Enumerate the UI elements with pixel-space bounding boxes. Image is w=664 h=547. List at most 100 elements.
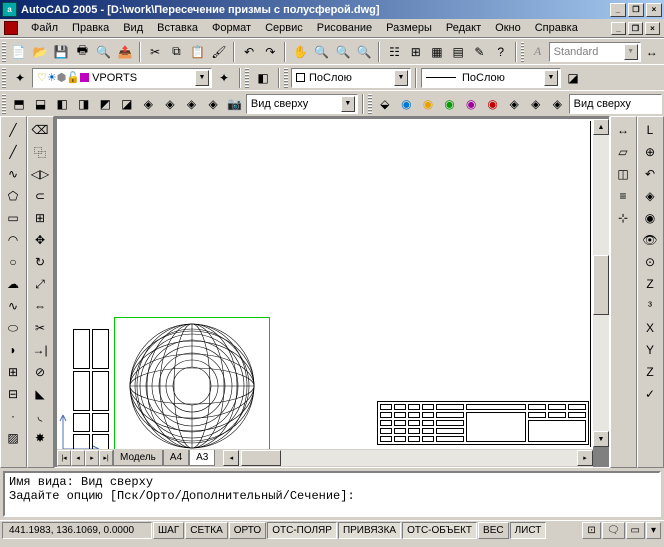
ucs-3p-icon[interactable]: ³ [639,295,661,317]
toolpalette-icon[interactable]: ▦ [427,41,447,63]
offset-icon[interactable]: ⊂ [29,185,51,207]
copy-icon[interactable]: ⧉ [166,41,186,63]
tab-a3[interactable]: A3 [189,450,215,466]
properties-icon[interactable]: ☷ [384,41,404,63]
ucs-zr-icon[interactable]: Z [639,361,661,383]
ellipse-icon[interactable]: ⬭ [2,317,24,339]
scroll-thumb[interactable] [241,450,281,466]
fillet-icon[interactable]: ◟ [29,405,51,427]
view-se-iso-icon[interactable]: ◈ [160,93,181,115]
dropdown-arrow-icon[interactable]: ▼ [341,96,355,112]
open-icon[interactable]: 📂 [30,41,50,63]
tab-prev-icon[interactable]: ◂ [71,450,85,466]
pan-icon[interactable]: ✋ [290,41,310,63]
otrack-toggle[interactable]: ОТС-ОБЪЕКТ [402,522,477,539]
revcloud-icon[interactable]: ☁ [2,273,24,295]
designcenter-icon[interactable]: ⊞ [406,41,426,63]
toolbar-grip[interactable] [2,42,6,62]
toolbar-grip[interactable] [2,68,6,88]
mdi-minimize-button[interactable]: _ [611,22,626,35]
status-comm-icon[interactable]: 🗨 [602,522,625,539]
ucs-view-icon[interactable]: 👁 [639,229,661,251]
view-left-icon[interactable]: ◧ [52,93,73,115]
new-icon[interactable]: 📄 [9,41,29,63]
insert-block-icon[interactable]: ⊞ [2,361,24,383]
undo-icon[interactable]: ↶ [239,41,259,63]
markup-icon[interactable]: ✎ [469,41,489,63]
vertical-scrollbar[interactable]: ▲ ▼ [593,119,609,447]
view-sw-iso-icon[interactable]: ◈ [138,93,159,115]
dim-style-icon[interactable]: ↔ [642,41,662,63]
ellipse-arc-icon[interactable]: ◗ [2,339,24,361]
polygon-icon[interactable]: ⬠ [2,185,24,207]
array-icon[interactable]: ⊞ [29,207,51,229]
circle-icon[interactable]: ○ [2,251,24,273]
wire2d-icon[interactable]: ◈ [504,93,525,115]
status-lock-icon[interactable]: ▭ [626,522,645,539]
text-style-icon[interactable]: A [527,41,547,63]
menu-service[interactable]: Сервис [258,20,310,36]
view-top-icon[interactable]: ⬒ [9,93,30,115]
menu-insert[interactable]: Вставка [150,20,205,36]
canvas[interactable] [57,119,593,449]
paper-toggle[interactable]: ЛИСТ [510,522,547,539]
zoom-prev-icon[interactable]: 🔍 [354,41,374,63]
toolbar-grip[interactable] [368,94,372,114]
scroll-thumb[interactable] [593,255,609,315]
ucs-world-icon[interactable]: ⊕ [639,141,661,163]
publish-icon[interactable]: 📤 [115,41,135,63]
region-icon[interactable]: ◫ [612,163,634,185]
menu-view[interactable]: Вид [116,20,150,36]
dropdown-arrow-icon[interactable]: ▼ [624,44,638,60]
view-ne-iso-icon[interactable]: ◈ [181,93,202,115]
layer-prev-icon[interactable]: ✦ [213,67,235,89]
zoom-rt-icon[interactable]: 🔍 [312,41,332,63]
qcalc-icon[interactable]: ? [491,41,511,63]
ucs-prev-icon[interactable]: ↶ [639,163,661,185]
minimize-button[interactable]: _ [610,3,626,17]
layer-combo[interactable]: ♡ ☀ ⬢ 🔓 VPORTS ▼ [32,68,212,88]
ucs-face-icon[interactable]: ◈ [639,185,661,207]
ucs-x-icon[interactable]: X [639,317,661,339]
grid-toggle[interactable]: СЕТКА [185,522,228,539]
menu-format[interactable]: Формат [205,20,258,36]
status-tray-icon[interactable]: ⊡ [582,522,600,539]
point-icon[interactable]: · [2,405,24,427]
redo-icon[interactable]: ↷ [260,41,280,63]
menu-dimension[interactable]: Размеры [379,20,439,36]
hide-icon[interactable]: ⬙ [375,93,396,115]
toolbar-grip[interactable] [245,68,249,88]
text-style-combo[interactable]: Standard ▼ [549,42,641,62]
shade-gouraud-icon[interactable]: ◉ [418,93,439,115]
scroll-left-icon[interactable]: ◂ [223,450,239,466]
ucs-z-icon[interactable]: Z [639,273,661,295]
print-icon[interactable]: 🖶 [72,41,92,63]
id-icon[interactable]: ⊹ [612,207,634,229]
dist-icon[interactable]: ↔ [612,119,634,141]
toolbar-grip[interactable] [2,94,6,114]
match-icon[interactable]: 🖌 [209,41,229,63]
wire3d-icon[interactable]: ◈ [526,93,547,115]
arc-icon[interactable]: ◠ [2,229,24,251]
snap-toggle[interactable]: ШАГ [153,522,184,539]
toolbar-grip[interactable] [284,68,288,88]
tab-next-icon[interactable]: ▸ [85,450,99,466]
shade-gouraud-edge-icon[interactable]: ◉ [461,93,482,115]
camera-icon[interactable]: 📷 [224,93,245,115]
trim-icon[interactable]: ✂ [29,317,51,339]
ucs-obj-icon[interactable]: ◉ [639,207,661,229]
command-line[interactable]: Имя вида: Вид сверху Задайте опцию [Пск/… [3,471,661,517]
menu-draw[interactable]: Рисование [310,20,379,36]
shade-flat-icon[interactable]: ◉ [396,93,417,115]
view-right-icon[interactable]: ◨ [73,93,94,115]
mdi-restore-button[interactable]: ❐ [628,22,643,35]
restore-button[interactable]: ❐ [628,3,644,17]
save-icon[interactable]: 💾 [51,41,71,63]
sheetset-icon[interactable]: ▤ [448,41,468,63]
dropdown-arrow-icon[interactable]: ▼ [394,70,408,86]
close-button[interactable]: × [646,3,662,17]
ortho-toggle[interactable]: ОРТО [229,522,266,539]
color-control-icon[interactable]: ◧ [252,67,274,89]
menu-edit[interactable]: Правка [65,20,116,36]
layer-manager-icon[interactable]: ✦ [9,67,31,89]
